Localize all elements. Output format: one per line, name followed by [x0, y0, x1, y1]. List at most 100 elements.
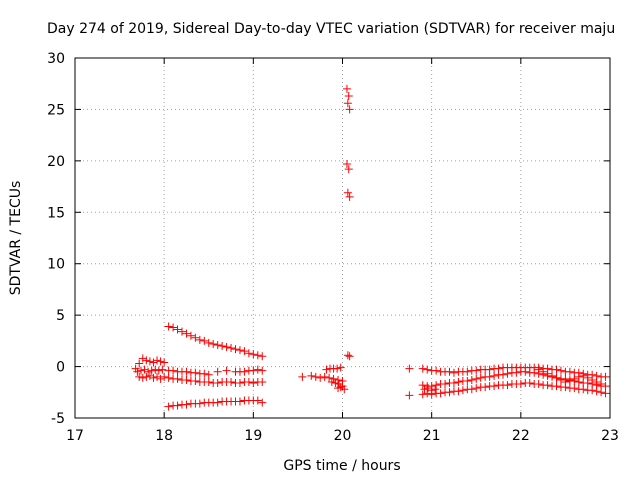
data-point [432, 381, 441, 390]
data-point [258, 398, 267, 407]
data-point [432, 366, 441, 375]
data-point [213, 367, 222, 376]
data-point [135, 372, 144, 381]
data-point [186, 331, 195, 340]
data-point [164, 322, 173, 331]
data-point [344, 165, 353, 174]
axis-ticks: 17 18 19 20 21 22 23 -5 0 5 10 15 20 25 30 [47, 51, 619, 444]
data-point [556, 375, 565, 384]
data-point [405, 364, 414, 373]
data-point [204, 370, 213, 379]
data-point [534, 365, 543, 374]
data-point [200, 369, 209, 378]
x-tick-label: 23 [601, 428, 619, 444]
data-point [454, 378, 463, 386]
x-axis-label: GPS time / hours [283, 458, 400, 474]
series-cluster-a [131, 354, 169, 383]
data-point [191, 368, 200, 377]
data-point [499, 370, 507, 379]
data-point [160, 372, 169, 381]
data-point [135, 359, 144, 368]
series-cluster-21-23-mid [418, 367, 610, 391]
data-point [149, 358, 158, 367]
data-point [601, 372, 610, 381]
data-point [249, 379, 258, 388]
data-point [345, 352, 354, 361]
data-point [164, 402, 173, 411]
data-point [516, 380, 525, 389]
data-point [601, 389, 610, 398]
data-point [588, 386, 597, 395]
data-point [140, 365, 149, 374]
data-point [200, 336, 209, 345]
data-point [156, 374, 165, 383]
data-point [476, 373, 485, 382]
data-point [561, 378, 570, 386]
data-point [222, 343, 231, 352]
data-point [336, 383, 345, 392]
x-tick-label: 19 [244, 428, 262, 444]
data-point [164, 373, 173, 382]
data-point [548, 371, 557, 380]
data-point [552, 382, 561, 391]
data-point [344, 92, 353, 101]
series-band-upper [164, 365, 267, 379]
data-point [597, 380, 606, 389]
data-point [231, 345, 240, 354]
data-point [552, 373, 561, 382]
series-spike-20h [342, 84, 354, 361]
series-cluster-21-23-extra [420, 365, 606, 395]
data-point [534, 380, 543, 389]
data-point [431, 385, 440, 394]
data-point [145, 371, 154, 380]
data-point [539, 367, 548, 376]
data-point [592, 378, 601, 386]
data-point [405, 391, 414, 400]
data-point [472, 384, 481, 393]
data-point [169, 366, 178, 375]
x-tick-label: 20 [334, 428, 352, 444]
x-tick-label: 18 [155, 428, 173, 444]
data-point [467, 375, 476, 384]
data-point [436, 389, 445, 398]
data-point [182, 375, 191, 384]
data-point [490, 371, 499, 380]
data-point [253, 365, 262, 374]
data-point [258, 366, 267, 375]
data-point [336, 363, 345, 372]
data-point [463, 376, 472, 385]
data-point [420, 385, 429, 394]
data-point [158, 365, 167, 374]
data-point [240, 347, 249, 356]
data-point [222, 366, 231, 375]
data-point [160, 358, 169, 367]
data-point [449, 368, 458, 377]
data-point [333, 364, 342, 373]
x-tick-label: 17 [66, 428, 84, 444]
data-point [512, 368, 521, 377]
data-point [153, 356, 162, 365]
data-point [570, 374, 579, 383]
data-point [327, 378, 336, 386]
data-point [204, 338, 213, 347]
data-point [472, 374, 481, 383]
series-band-lower [164, 396, 267, 411]
data-point [178, 327, 186, 336]
data-point [218, 342, 227, 350]
data-point [182, 400, 191, 409]
data-point [316, 373, 325, 382]
data-point [149, 373, 158, 382]
data-point [142, 372, 151, 381]
data-point [213, 379, 222, 388]
data-point [343, 99, 352, 108]
data-point [342, 84, 351, 93]
data-point [579, 385, 588, 394]
data-point [195, 335, 204, 344]
data-point [552, 365, 561, 374]
data-point [182, 329, 191, 338]
series-cluster-21-23-upper [405, 363, 610, 381]
data-point [320, 372, 329, 381]
data-point [138, 354, 147, 363]
